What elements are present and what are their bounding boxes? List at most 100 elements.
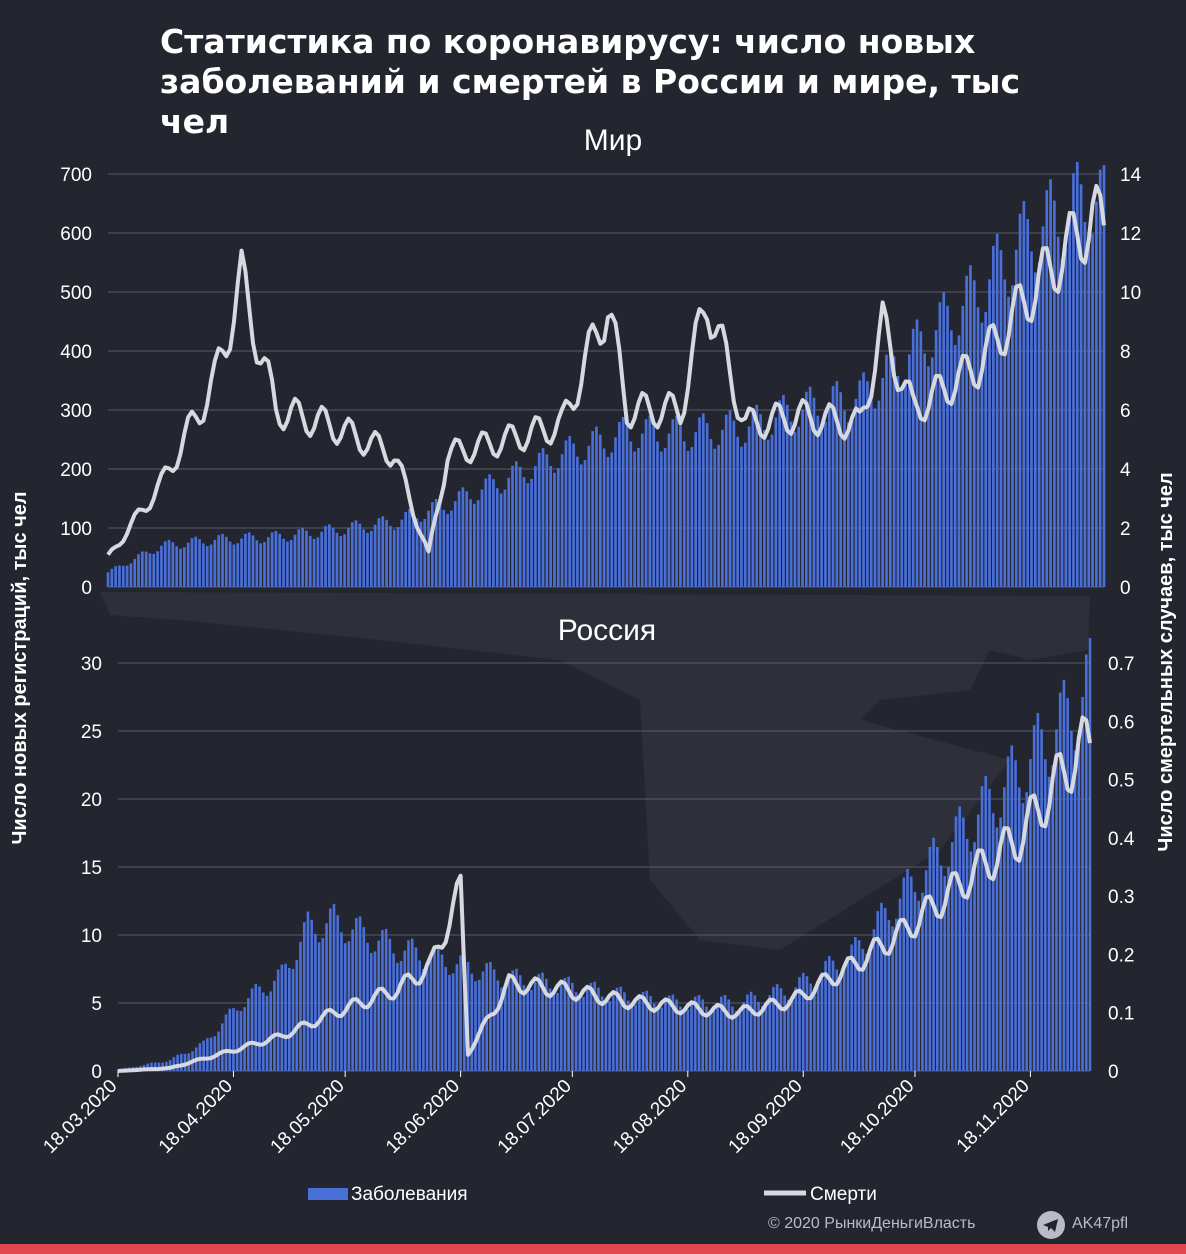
bar bbox=[827, 404, 831, 587]
bar bbox=[760, 1005, 764, 1071]
bar bbox=[1030, 251, 1033, 587]
bar bbox=[325, 923, 328, 1071]
bar bbox=[220, 1023, 224, 1071]
bar bbox=[898, 898, 902, 1071]
bar bbox=[593, 981, 596, 1071]
bar bbox=[549, 465, 552, 587]
bar bbox=[545, 454, 549, 587]
bar bbox=[422, 968, 425, 1071]
bar bbox=[1021, 803, 1025, 1071]
bar bbox=[492, 479, 495, 587]
bar bbox=[919, 331, 923, 587]
bar bbox=[354, 520, 358, 587]
bar bbox=[286, 541, 289, 587]
bar bbox=[679, 425, 682, 587]
bar bbox=[243, 1007, 246, 1071]
bar bbox=[582, 996, 585, 1071]
bar bbox=[228, 541, 232, 587]
bar bbox=[541, 972, 544, 1071]
bar bbox=[194, 536, 198, 587]
bar bbox=[484, 478, 488, 587]
bar bbox=[373, 524, 377, 587]
bar bbox=[362, 927, 366, 1071]
bar bbox=[1077, 738, 1081, 1071]
y-tick-label-left: 30 bbox=[81, 654, 102, 675]
bar bbox=[415, 518, 419, 587]
bar bbox=[228, 1008, 232, 1071]
bar bbox=[630, 1005, 634, 1071]
bar bbox=[284, 963, 287, 1071]
bar bbox=[168, 1060, 172, 1071]
bar bbox=[414, 947, 418, 1071]
channel-handle[interactable]: AK47pfl bbox=[1072, 1215, 1129, 1232]
bar bbox=[163, 541, 167, 587]
bar bbox=[717, 444, 720, 587]
bar bbox=[537, 452, 541, 587]
bar bbox=[664, 1001, 667, 1071]
bar bbox=[244, 533, 247, 587]
bar bbox=[480, 489, 484, 587]
bar bbox=[595, 426, 598, 587]
bar bbox=[694, 432, 698, 587]
bar bbox=[701, 999, 704, 1071]
bar bbox=[1091, 234, 1094, 587]
bar bbox=[835, 381, 839, 587]
x-tick-label: 18.10.2020 bbox=[836, 1076, 918, 1158]
bar bbox=[148, 553, 152, 587]
bar bbox=[753, 995, 757, 1071]
bar bbox=[320, 531, 324, 587]
bar bbox=[571, 982, 574, 1071]
bar bbox=[457, 491, 461, 587]
bar bbox=[381, 930, 384, 1071]
bar bbox=[515, 968, 518, 1071]
bar bbox=[152, 553, 156, 587]
bar bbox=[232, 544, 236, 587]
y-tick-label-left: 400 bbox=[60, 342, 92, 363]
bar bbox=[258, 986, 261, 1071]
bar bbox=[902, 877, 906, 1071]
bar bbox=[656, 441, 659, 587]
bar bbox=[332, 903, 336, 1071]
bar bbox=[778, 400, 781, 587]
bar bbox=[317, 942, 321, 1071]
bar bbox=[913, 892, 917, 1071]
bar bbox=[407, 940, 410, 1071]
bar bbox=[600, 996, 604, 1071]
bar bbox=[682, 441, 686, 587]
bar bbox=[534, 466, 537, 587]
bar bbox=[606, 456, 610, 587]
bar bbox=[1033, 272, 1037, 587]
y-tick-label-left: 5 bbox=[91, 994, 102, 1015]
bar bbox=[419, 521, 423, 587]
bar bbox=[846, 422, 850, 587]
bar bbox=[331, 527, 335, 587]
bar bbox=[236, 543, 240, 587]
bar bbox=[434, 498, 438, 587]
bar bbox=[492, 969, 496, 1071]
bar bbox=[507, 477, 511, 587]
bar bbox=[1083, 222, 1087, 587]
bar bbox=[634, 1004, 637, 1071]
bar bbox=[473, 503, 476, 587]
bar bbox=[764, 1003, 768, 1071]
bar bbox=[612, 994, 615, 1071]
bar bbox=[1098, 169, 1102, 588]
bar bbox=[518, 975, 522, 1071]
bar bbox=[385, 519, 388, 587]
bar bbox=[133, 558, 137, 587]
bar bbox=[137, 554, 140, 587]
bar bbox=[652, 425, 656, 587]
bar bbox=[106, 572, 110, 587]
telegram-icon[interactable] bbox=[1037, 1211, 1065, 1239]
bar bbox=[633, 451, 636, 587]
bar bbox=[1056, 236, 1060, 587]
bar bbox=[839, 974, 842, 1071]
bar bbox=[793, 431, 797, 587]
bar bbox=[705, 423, 709, 587]
y-tick-label-left: 0 bbox=[81, 578, 92, 599]
bar bbox=[408, 508, 411, 587]
bar bbox=[411, 512, 415, 587]
bar bbox=[537, 974, 541, 1071]
bar bbox=[585, 989, 589, 1071]
bar bbox=[526, 991, 529, 1071]
